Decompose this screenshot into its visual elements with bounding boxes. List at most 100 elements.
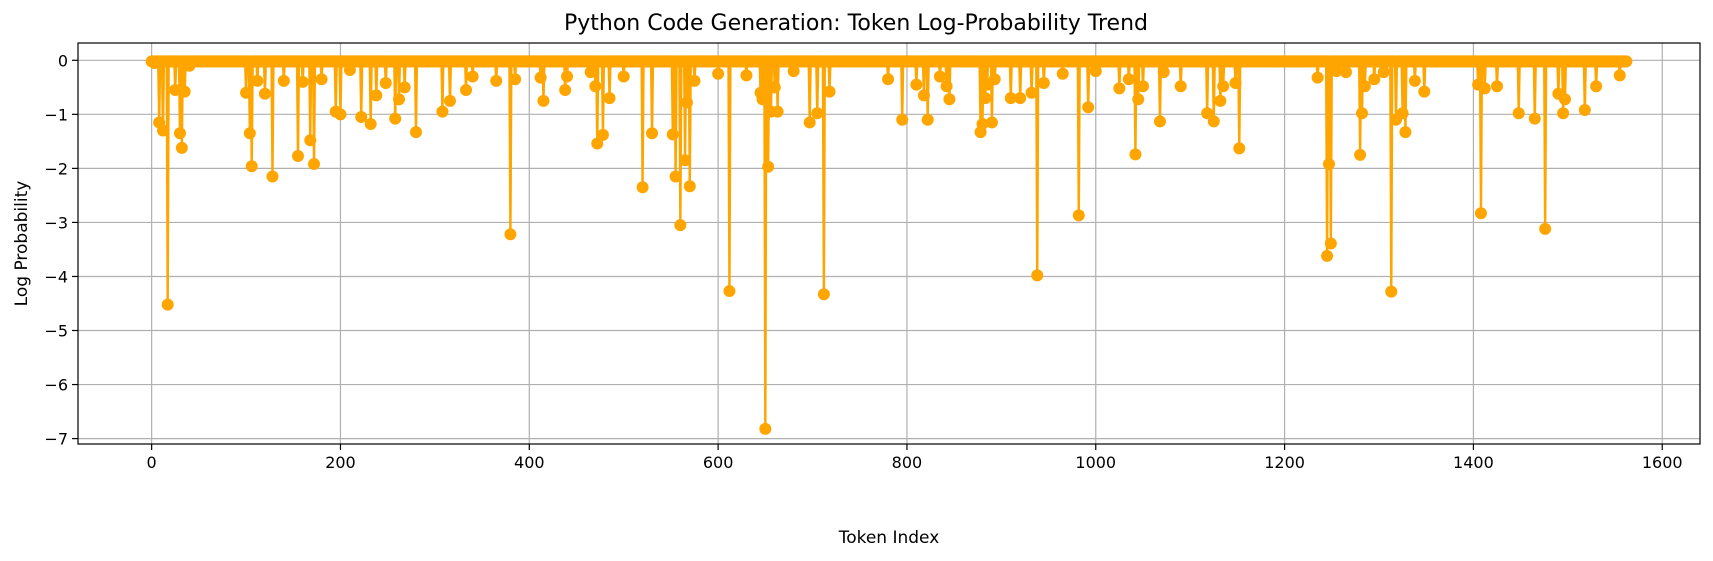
data-point — [1613, 69, 1626, 82]
data-point — [1004, 92, 1017, 105]
y-tick-label: −4 — [44, 267, 68, 286]
chart-title: Python Code Generation: Token Log-Probab… — [564, 11, 1148, 36]
data-point — [266, 170, 279, 183]
data-point — [240, 86, 253, 99]
data-point — [393, 93, 405, 106]
data-point — [156, 124, 169, 137]
data-point — [1132, 93, 1145, 106]
data-point — [304, 134, 317, 147]
data-point — [740, 69, 753, 82]
data-point — [1229, 76, 1242, 89]
data-point — [921, 113, 934, 126]
data-point — [490, 74, 503, 87]
data-point — [355, 111, 368, 124]
data-point — [882, 73, 895, 86]
data-point — [1330, 65, 1343, 78]
x-tick-label: 0 — [147, 453, 157, 472]
data-point — [591, 137, 604, 150]
data-point — [1396, 107, 1409, 120]
x-tick-label: 1600 — [1642, 453, 1683, 472]
data-point — [674, 219, 687, 232]
data-point — [680, 96, 693, 109]
data-point — [1217, 80, 1230, 93]
x-tick-label: 1000 — [1075, 453, 1116, 472]
y-axis-label: Log Probability — [12, 181, 32, 307]
data-point — [504, 228, 517, 241]
data-point — [364, 118, 377, 131]
data-point — [460, 84, 473, 97]
data-point — [243, 127, 256, 140]
data-point — [1324, 237, 1337, 250]
x-tick-label: 800 — [892, 453, 923, 472]
data-point — [1089, 65, 1102, 78]
data-point — [245, 160, 258, 173]
data-point — [1233, 142, 1246, 155]
data-point — [169, 84, 182, 97]
data-point — [910, 78, 923, 91]
data-point — [1174, 80, 1187, 93]
data-point — [509, 73, 522, 86]
x-tick-label: 600 — [703, 453, 734, 472]
x-axis-label: Token Index — [838, 528, 940, 548]
data-point — [712, 67, 725, 80]
data-point — [759, 422, 772, 435]
data-point — [1201, 107, 1214, 120]
y-tick-label: −2 — [44, 159, 68, 178]
data-point — [1025, 86, 1038, 99]
data-point — [1620, 55, 1633, 68]
data-point — [1558, 93, 1571, 106]
data-point — [389, 112, 402, 125]
data-point — [1356, 107, 1368, 120]
y-tick-label: −5 — [44, 322, 68, 341]
data-point — [1056, 67, 1069, 80]
data-point — [596, 128, 609, 141]
data-point — [988, 73, 1001, 86]
data-point — [811, 107, 824, 120]
data-point — [1408, 74, 1421, 87]
data-point — [277, 74, 290, 87]
series-layer — [145, 55, 1633, 435]
data-point — [534, 71, 547, 84]
data-point — [679, 154, 692, 167]
data-point — [443, 94, 456, 107]
data-point — [603, 92, 616, 105]
data-point — [1377, 66, 1390, 79]
data-point — [771, 105, 784, 118]
data-point — [537, 94, 550, 107]
y-tick-label: 0 — [58, 51, 68, 70]
data-point — [1354, 148, 1367, 161]
data-point — [896, 113, 909, 126]
data-point — [559, 84, 572, 97]
data-point — [308, 158, 321, 171]
y-tick-label: −3 — [44, 213, 68, 232]
data-point — [1578, 104, 1591, 117]
data-point — [1528, 112, 1541, 125]
data-point — [1368, 73, 1381, 86]
data-point — [334, 108, 347, 121]
data-point — [251, 74, 264, 87]
data-point — [1311, 71, 1324, 84]
ticks-layer: 0 200 400 600 800 1000 1200 1400 1600 0 −1 −2 −3 −4 −5… — [44, 51, 1682, 472]
data-point — [1157, 66, 1170, 79]
data-point — [823, 85, 836, 98]
grid-layer — [78, 43, 1700, 444]
data-point — [787, 65, 800, 78]
data-point — [756, 93, 769, 106]
data-point — [979, 92, 992, 105]
data-point — [315, 73, 328, 86]
data-point — [646, 127, 659, 140]
data-point — [584, 66, 597, 79]
data-point — [1214, 94, 1227, 107]
data-point — [976, 118, 989, 131]
data-point — [1321, 249, 1334, 262]
x-tick-label: 1200 — [1264, 453, 1305, 472]
data-point — [1136, 80, 1149, 93]
data-point — [178, 85, 191, 98]
data-point — [1339, 66, 1352, 79]
data-point — [669, 170, 682, 183]
data-point — [1113, 82, 1126, 95]
data-point — [683, 180, 696, 193]
data-point — [1082, 101, 1095, 114]
data-point — [723, 285, 736, 298]
